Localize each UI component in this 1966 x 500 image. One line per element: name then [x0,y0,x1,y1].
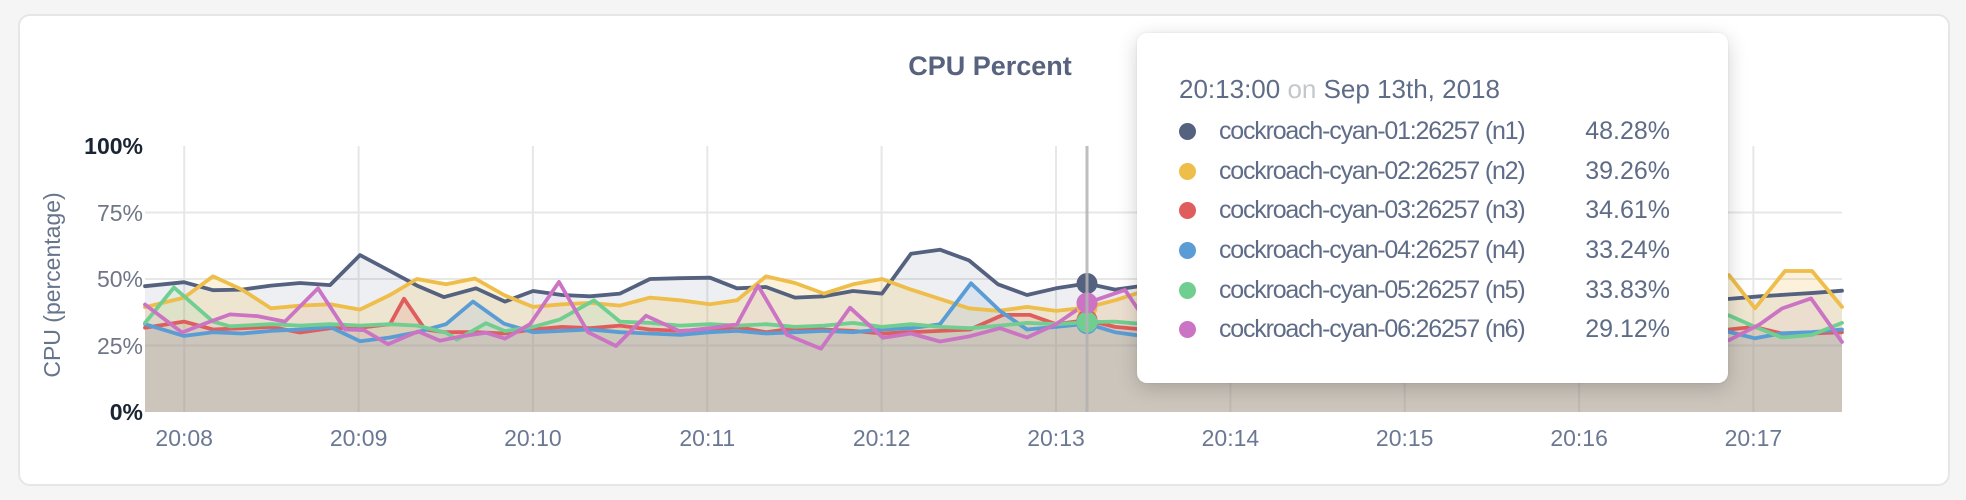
svg-text:20:12: 20:12 [853,425,911,451]
svg-text:25%: 25% [97,333,143,359]
svg-text:20:15: 20:15 [1376,425,1434,451]
svg-text:50%: 50% [97,266,143,292]
svg-text:0%: 0% [110,399,143,425]
svg-text:20:09: 20:09 [330,425,388,451]
svg-text:CPU Percent: CPU Percent [908,51,1072,81]
svg-text:20:10: 20:10 [504,425,562,451]
svg-text:CPU (percentage): CPU (percentage) [39,192,65,377]
svg-text:75%: 75% [97,200,143,226]
svg-text:100%: 100% [84,133,143,159]
svg-text:20:16: 20:16 [1550,425,1608,451]
svg-text:20:13: 20:13 [1027,425,1085,451]
svg-text:20:11: 20:11 [679,425,735,451]
svg-text:20:17: 20:17 [1725,425,1783,451]
svg-text:20:08: 20:08 [155,425,213,451]
svg-text:20:14: 20:14 [1202,425,1260,451]
